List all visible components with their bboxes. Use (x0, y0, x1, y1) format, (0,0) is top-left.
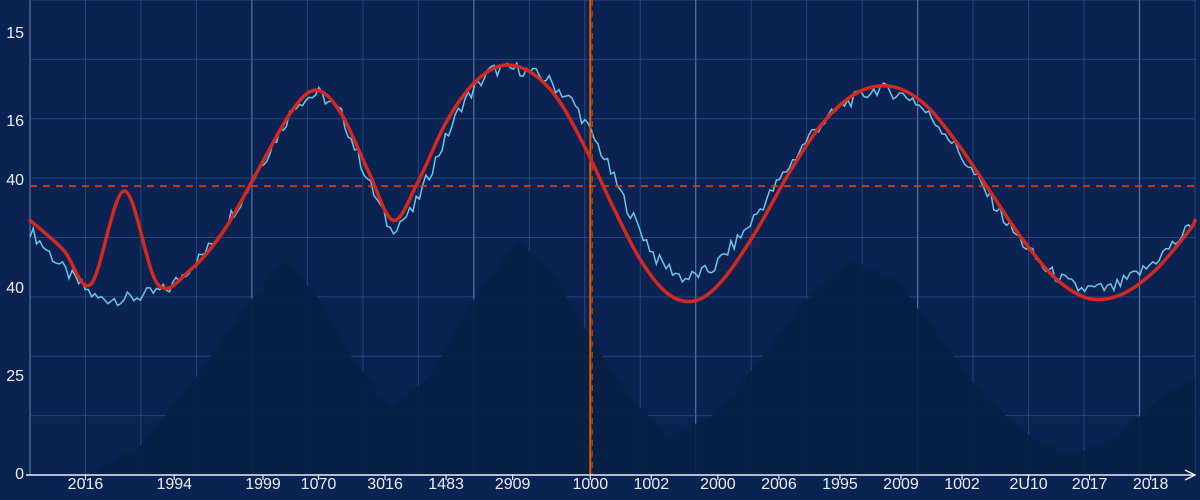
x-axis-label: 1002 (944, 476, 980, 494)
x-axis-label: 2909 (495, 476, 531, 494)
x-axis-label: 2017 (1072, 476, 1108, 494)
x-axis-label: 2U10 (1009, 476, 1047, 494)
y-axis-label: 15 (0, 25, 24, 43)
x-axis-label: 1999 (245, 476, 281, 494)
x-axis-label: 1002 (634, 476, 670, 494)
x-axis-label: 2018 (1133, 476, 1169, 494)
y-axis-label: 16 (0, 113, 24, 131)
y-axis-label: 25 (0, 368, 24, 386)
y-axis-label: 40 (0, 280, 24, 298)
y-axis-label: 0 (0, 466, 24, 484)
x-axis-label: 2000 (700, 476, 736, 494)
timeseries-chart: 15 16 40 40 25 0 2016 1994 1999 1070 3016 1483 2909 1… (0, 0, 1200, 500)
x-axis-label: 1000 (573, 476, 609, 494)
x-axis-label: 1995 (822, 476, 858, 494)
x-axis-label: 2016 (68, 476, 104, 494)
x-axis-label: 1994 (156, 476, 192, 494)
x-axis-label: 3016 (367, 476, 403, 494)
y-axis-label: 40 (0, 172, 24, 190)
x-axis-label: 1483 (428, 476, 464, 494)
x-axis-label: 2006 (761, 476, 797, 494)
chart-canvas (0, 0, 1200, 500)
x-axis-label: 2009 (883, 476, 919, 494)
x-axis-label: 1070 (301, 476, 337, 494)
